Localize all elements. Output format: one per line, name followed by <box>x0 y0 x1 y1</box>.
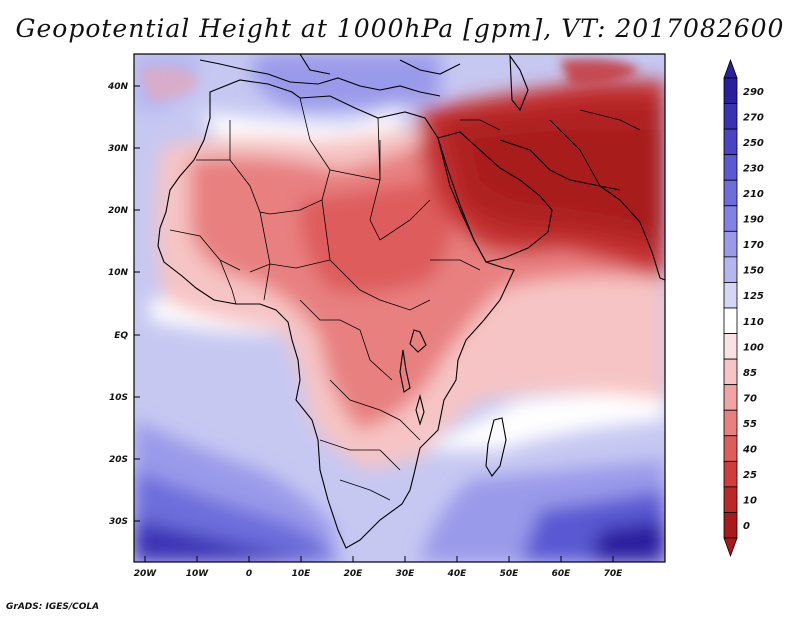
colorbar-swatch <box>723 460 738 488</box>
colorbar-swatch <box>723 409 738 437</box>
lat-label-30s: 30S <box>109 517 128 527</box>
colorbar-swatch <box>723 256 738 283</box>
colorbar-top-arrow <box>723 58 738 79</box>
coastlines <box>157 54 665 549</box>
map-title: Geopotential Height at 1000hPa [gpm], VT… <box>15 14 785 43</box>
lon-label-50e: 50E <box>500 569 520 579</box>
lat-label-20s: 20S <box>109 455 128 465</box>
colorbar-label: 100 <box>743 342 764 353</box>
colorbar-swatch <box>723 333 738 360</box>
axis-ticks <box>134 85 614 562</box>
lon-label-60e: 60E <box>552 569 572 579</box>
colorbar-label: 270 <box>743 112 764 123</box>
lon-label-40e: 40E <box>447 569 468 579</box>
lat-label-40n: 40N <box>107 82 129 92</box>
colorbar-label: 85 <box>743 368 757 379</box>
lon-label-10w: 10W <box>186 569 210 579</box>
lon-label-0: 0 <box>246 569 252 579</box>
colorbar-swatch <box>723 205 738 232</box>
lon-label-20w: 20W <box>134 569 158 579</box>
colorbar-swatch <box>723 77 738 104</box>
colorbar-label: 10 <box>743 496 757 507</box>
colorbar-swatch <box>723 282 738 309</box>
lon-label-70e: 70E <box>604 569 624 579</box>
colorbar-label: 0 <box>743 521 750 532</box>
colorbar-swatch <box>723 486 738 513</box>
colorbar <box>723 58 738 558</box>
colorbar-label: 125 <box>743 291 764 302</box>
shaded-field <box>134 54 665 562</box>
lon-label-30e: 30E <box>396 569 416 579</box>
colorbar-label: 210 <box>743 189 764 200</box>
lat-label-10n: 10N <box>108 268 129 278</box>
colorbar-labels: 2902702502302101901701501251101008570554… <box>742 87 764 532</box>
colorbar-swatch <box>723 307 738 334</box>
colorbar-swatch <box>723 230 738 258</box>
colorbar-label: 70 <box>743 393 757 404</box>
lat-label-10s: 10S <box>109 393 128 403</box>
map-frame <box>133 53 666 563</box>
colorbar-label: 150 <box>743 266 764 277</box>
colorbar-label: 25 <box>743 470 757 481</box>
colorbar-swatch <box>723 154 738 181</box>
colorbar-label: 250 <box>743 138 764 149</box>
colorbar-swatch <box>723 435 738 462</box>
lat-label-eq: EQ <box>114 331 128 341</box>
colorbar-label: 190 <box>743 215 764 226</box>
credit-stamp: GrADS: IGES/COLA <box>6 602 100 612</box>
lon-labels: 20W 10W 0 10E 20E 30E 40E 50E 60E 70E <box>134 569 623 579</box>
colorbar-bottom-arrow <box>723 537 738 558</box>
lon-label-20e: 20E <box>344 569 364 579</box>
lat-label-20n: 20N <box>108 206 129 216</box>
colorbar-swatch <box>723 103 738 130</box>
colorbar-label: 40 <box>742 445 757 456</box>
lat-labels: 40N 30N 20N 10N EQ 10S 20S 30S <box>107 82 129 527</box>
colorbar-swatch <box>723 512 738 539</box>
lat-label-30n: 30N <box>108 144 129 154</box>
colorbar-swatch <box>723 358 738 386</box>
colorbar-label: 170 <box>743 240 764 251</box>
colorbar-label: 110 <box>743 317 764 328</box>
lon-label-10e: 10E <box>292 569 312 579</box>
colorbar-label: 230 <box>743 163 764 174</box>
colorbar-swatch <box>723 384 738 411</box>
colorbar-swatch <box>723 128 738 156</box>
colorbar-swatch <box>723 179 738 207</box>
colorbar-label: 290 <box>743 87 764 98</box>
colorbar-label: 55 <box>743 419 757 430</box>
